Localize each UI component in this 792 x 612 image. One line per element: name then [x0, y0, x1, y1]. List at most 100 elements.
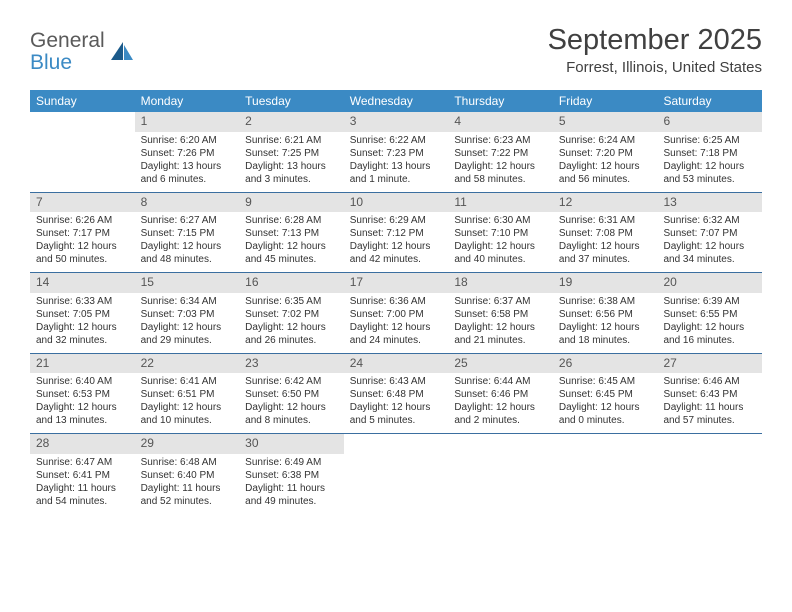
sunrise-text: Sunrise: 6:35 AM — [245, 295, 338, 308]
daylight-text-2: and 32 minutes. — [36, 334, 129, 347]
daylight-text-2: and 24 minutes. — [350, 334, 443, 347]
sunrise-text: Sunrise: 6:25 AM — [663, 134, 756, 147]
sunset-text: Sunset: 6:41 PM — [36, 469, 129, 482]
daylight-text-1: Daylight: 11 hours — [36, 482, 129, 495]
day-cell: 21Sunrise: 6:40 AMSunset: 6:53 PMDayligh… — [30, 354, 135, 434]
sunrise-text: Sunrise: 6:46 AM — [663, 375, 756, 388]
sunset-text: Sunset: 7:02 PM — [245, 308, 338, 321]
weekday-fri: Friday — [553, 90, 658, 112]
day-body: Sunrise: 6:33 AMSunset: 7:05 PMDaylight:… — [30, 293, 135, 353]
sunset-text: Sunset: 7:23 PM — [350, 147, 443, 160]
weekday-tue: Tuesday — [239, 90, 344, 112]
daylight-text-2: and 53 minutes. — [663, 173, 756, 186]
day-body: Sunrise: 6:49 AMSunset: 6:38 PMDaylight:… — [239, 454, 344, 514]
sunset-text: Sunset: 7:10 PM — [454, 227, 547, 240]
day-cell: 7Sunrise: 6:26 AMSunset: 7:17 PMDaylight… — [30, 193, 135, 273]
daylight-text-2: and 0 minutes. — [559, 414, 652, 427]
daylight-text-1: Daylight: 12 hours — [663, 240, 756, 253]
sunset-text: Sunset: 6:55 PM — [663, 308, 756, 321]
day-number: 28 — [30, 434, 135, 454]
day-cell — [553, 434, 658, 514]
day-number: 17 — [344, 273, 449, 293]
day-cell: 24Sunrise: 6:43 AMSunset: 6:48 PMDayligh… — [344, 354, 449, 434]
day-body: Sunrise: 6:26 AMSunset: 7:17 PMDaylight:… — [30, 212, 135, 272]
day-body: Sunrise: 6:40 AMSunset: 6:53 PMDaylight:… — [30, 373, 135, 433]
daylight-text-2: and 37 minutes. — [559, 253, 652, 266]
daylight-text-1: Daylight: 11 hours — [245, 482, 338, 495]
sunset-text: Sunset: 6:45 PM — [559, 388, 652, 401]
daylight-text-2: and 52 minutes. — [141, 495, 234, 508]
sunrise-text: Sunrise: 6:28 AM — [245, 214, 338, 227]
day-cell: 4Sunrise: 6:23 AMSunset: 7:22 PMDaylight… — [448, 112, 553, 192]
daylight-text-2: and 16 minutes. — [663, 334, 756, 347]
day-body: Sunrise: 6:21 AMSunset: 7:25 PMDaylight:… — [239, 132, 344, 192]
day-body: Sunrise: 6:29 AMSunset: 7:12 PMDaylight:… — [344, 212, 449, 272]
sunset-text: Sunset: 6:53 PM — [36, 388, 129, 401]
day-number: 12 — [553, 193, 658, 213]
sunset-text: Sunset: 7:05 PM — [36, 308, 129, 321]
sunrise-text: Sunrise: 6:21 AM — [245, 134, 338, 147]
sunset-text: Sunset: 6:38 PM — [245, 469, 338, 482]
day-cell: 2Sunrise: 6:21 AMSunset: 7:25 PMDaylight… — [239, 112, 344, 192]
day-body: Sunrise: 6:30 AMSunset: 7:10 PMDaylight:… — [448, 212, 553, 272]
header: General Blue September 2025 Forrest, Ill… — [30, 24, 762, 76]
sunset-text: Sunset: 6:58 PM — [454, 308, 547, 321]
day-number: 1 — [135, 112, 240, 132]
day-number: 9 — [239, 193, 344, 213]
day-body: Sunrise: 6:23 AMSunset: 7:22 PMDaylight:… — [448, 132, 553, 192]
daylight-text-1: Daylight: 12 hours — [141, 401, 234, 414]
day-number: 27 — [657, 354, 762, 374]
daylight-text-2: and 29 minutes. — [141, 334, 234, 347]
day-body: Sunrise: 6:27 AMSunset: 7:15 PMDaylight:… — [135, 212, 240, 272]
sunrise-text: Sunrise: 6:26 AM — [36, 214, 129, 227]
sunset-text: Sunset: 6:50 PM — [245, 388, 338, 401]
day-number: 3 — [344, 112, 449, 132]
sunrise-text: Sunrise: 6:29 AM — [350, 214, 443, 227]
sunrise-text: Sunrise: 6:39 AM — [663, 295, 756, 308]
sunrise-text: Sunrise: 6:24 AM — [559, 134, 652, 147]
sunset-text: Sunset: 6:51 PM — [141, 388, 234, 401]
week-row: 14Sunrise: 6:33 AMSunset: 7:05 PMDayligh… — [30, 273, 762, 354]
sunrise-text: Sunrise: 6:38 AM — [559, 295, 652, 308]
day-cell: 18Sunrise: 6:37 AMSunset: 6:58 PMDayligh… — [448, 273, 553, 353]
day-body: Sunrise: 6:38 AMSunset: 6:56 PMDaylight:… — [553, 293, 658, 353]
day-cell — [448, 434, 553, 514]
daylight-text-1: Daylight: 12 hours — [454, 160, 547, 173]
month-title: September 2025 — [548, 24, 762, 57]
title-block: September 2025 Forrest, Illinois, United… — [548, 24, 762, 76]
day-body: Sunrise: 6:42 AMSunset: 6:50 PMDaylight:… — [239, 373, 344, 433]
daylight-text-2: and 13 minutes. — [36, 414, 129, 427]
day-body: Sunrise: 6:44 AMSunset: 6:46 PMDaylight:… — [448, 373, 553, 433]
daylight-text-2: and 3 minutes. — [245, 173, 338, 186]
sunrise-text: Sunrise: 6:47 AM — [36, 456, 129, 469]
day-cell: 3Sunrise: 6:22 AMSunset: 7:23 PMDaylight… — [344, 112, 449, 192]
sunrise-text: Sunrise: 6:30 AM — [454, 214, 547, 227]
daylight-text-1: Daylight: 12 hours — [350, 240, 443, 253]
day-body: Sunrise: 6:46 AMSunset: 6:43 PMDaylight:… — [657, 373, 762, 433]
daylight-text-1: Daylight: 12 hours — [36, 401, 129, 414]
day-number: 16 — [239, 273, 344, 293]
day-cell: 5Sunrise: 6:24 AMSunset: 7:20 PMDaylight… — [553, 112, 658, 192]
day-number: 20 — [657, 273, 762, 293]
day-cell: 26Sunrise: 6:45 AMSunset: 6:45 PMDayligh… — [553, 354, 658, 434]
daylight-text-2: and 45 minutes. — [245, 253, 338, 266]
sunrise-text: Sunrise: 6:32 AM — [663, 214, 756, 227]
day-number: 29 — [135, 434, 240, 454]
sunset-text: Sunset: 6:40 PM — [141, 469, 234, 482]
daylight-text-1: Daylight: 12 hours — [350, 321, 443, 334]
calendar: Sunday Monday Tuesday Wednesday Thursday… — [30, 90, 762, 514]
sunrise-text: Sunrise: 6:44 AM — [454, 375, 547, 388]
daylight-text-2: and 10 minutes. — [141, 414, 234, 427]
logo-line1: General — [30, 29, 105, 52]
week-row: 28Sunrise: 6:47 AMSunset: 6:41 PMDayligh… — [30, 434, 762, 514]
daylight-text-1: Daylight: 12 hours — [559, 240, 652, 253]
sunset-text: Sunset: 6:48 PM — [350, 388, 443, 401]
sunset-text: Sunset: 7:12 PM — [350, 227, 443, 240]
daylight-text-2: and 5 minutes. — [350, 414, 443, 427]
sunrise-text: Sunrise: 6:49 AM — [245, 456, 338, 469]
day-cell: 8Sunrise: 6:27 AMSunset: 7:15 PMDaylight… — [135, 193, 240, 273]
day-cell: 13Sunrise: 6:32 AMSunset: 7:07 PMDayligh… — [657, 193, 762, 273]
day-cell: 25Sunrise: 6:44 AMSunset: 6:46 PMDayligh… — [448, 354, 553, 434]
day-body: Sunrise: 6:48 AMSunset: 6:40 PMDaylight:… — [135, 454, 240, 514]
sunset-text: Sunset: 7:08 PM — [559, 227, 652, 240]
